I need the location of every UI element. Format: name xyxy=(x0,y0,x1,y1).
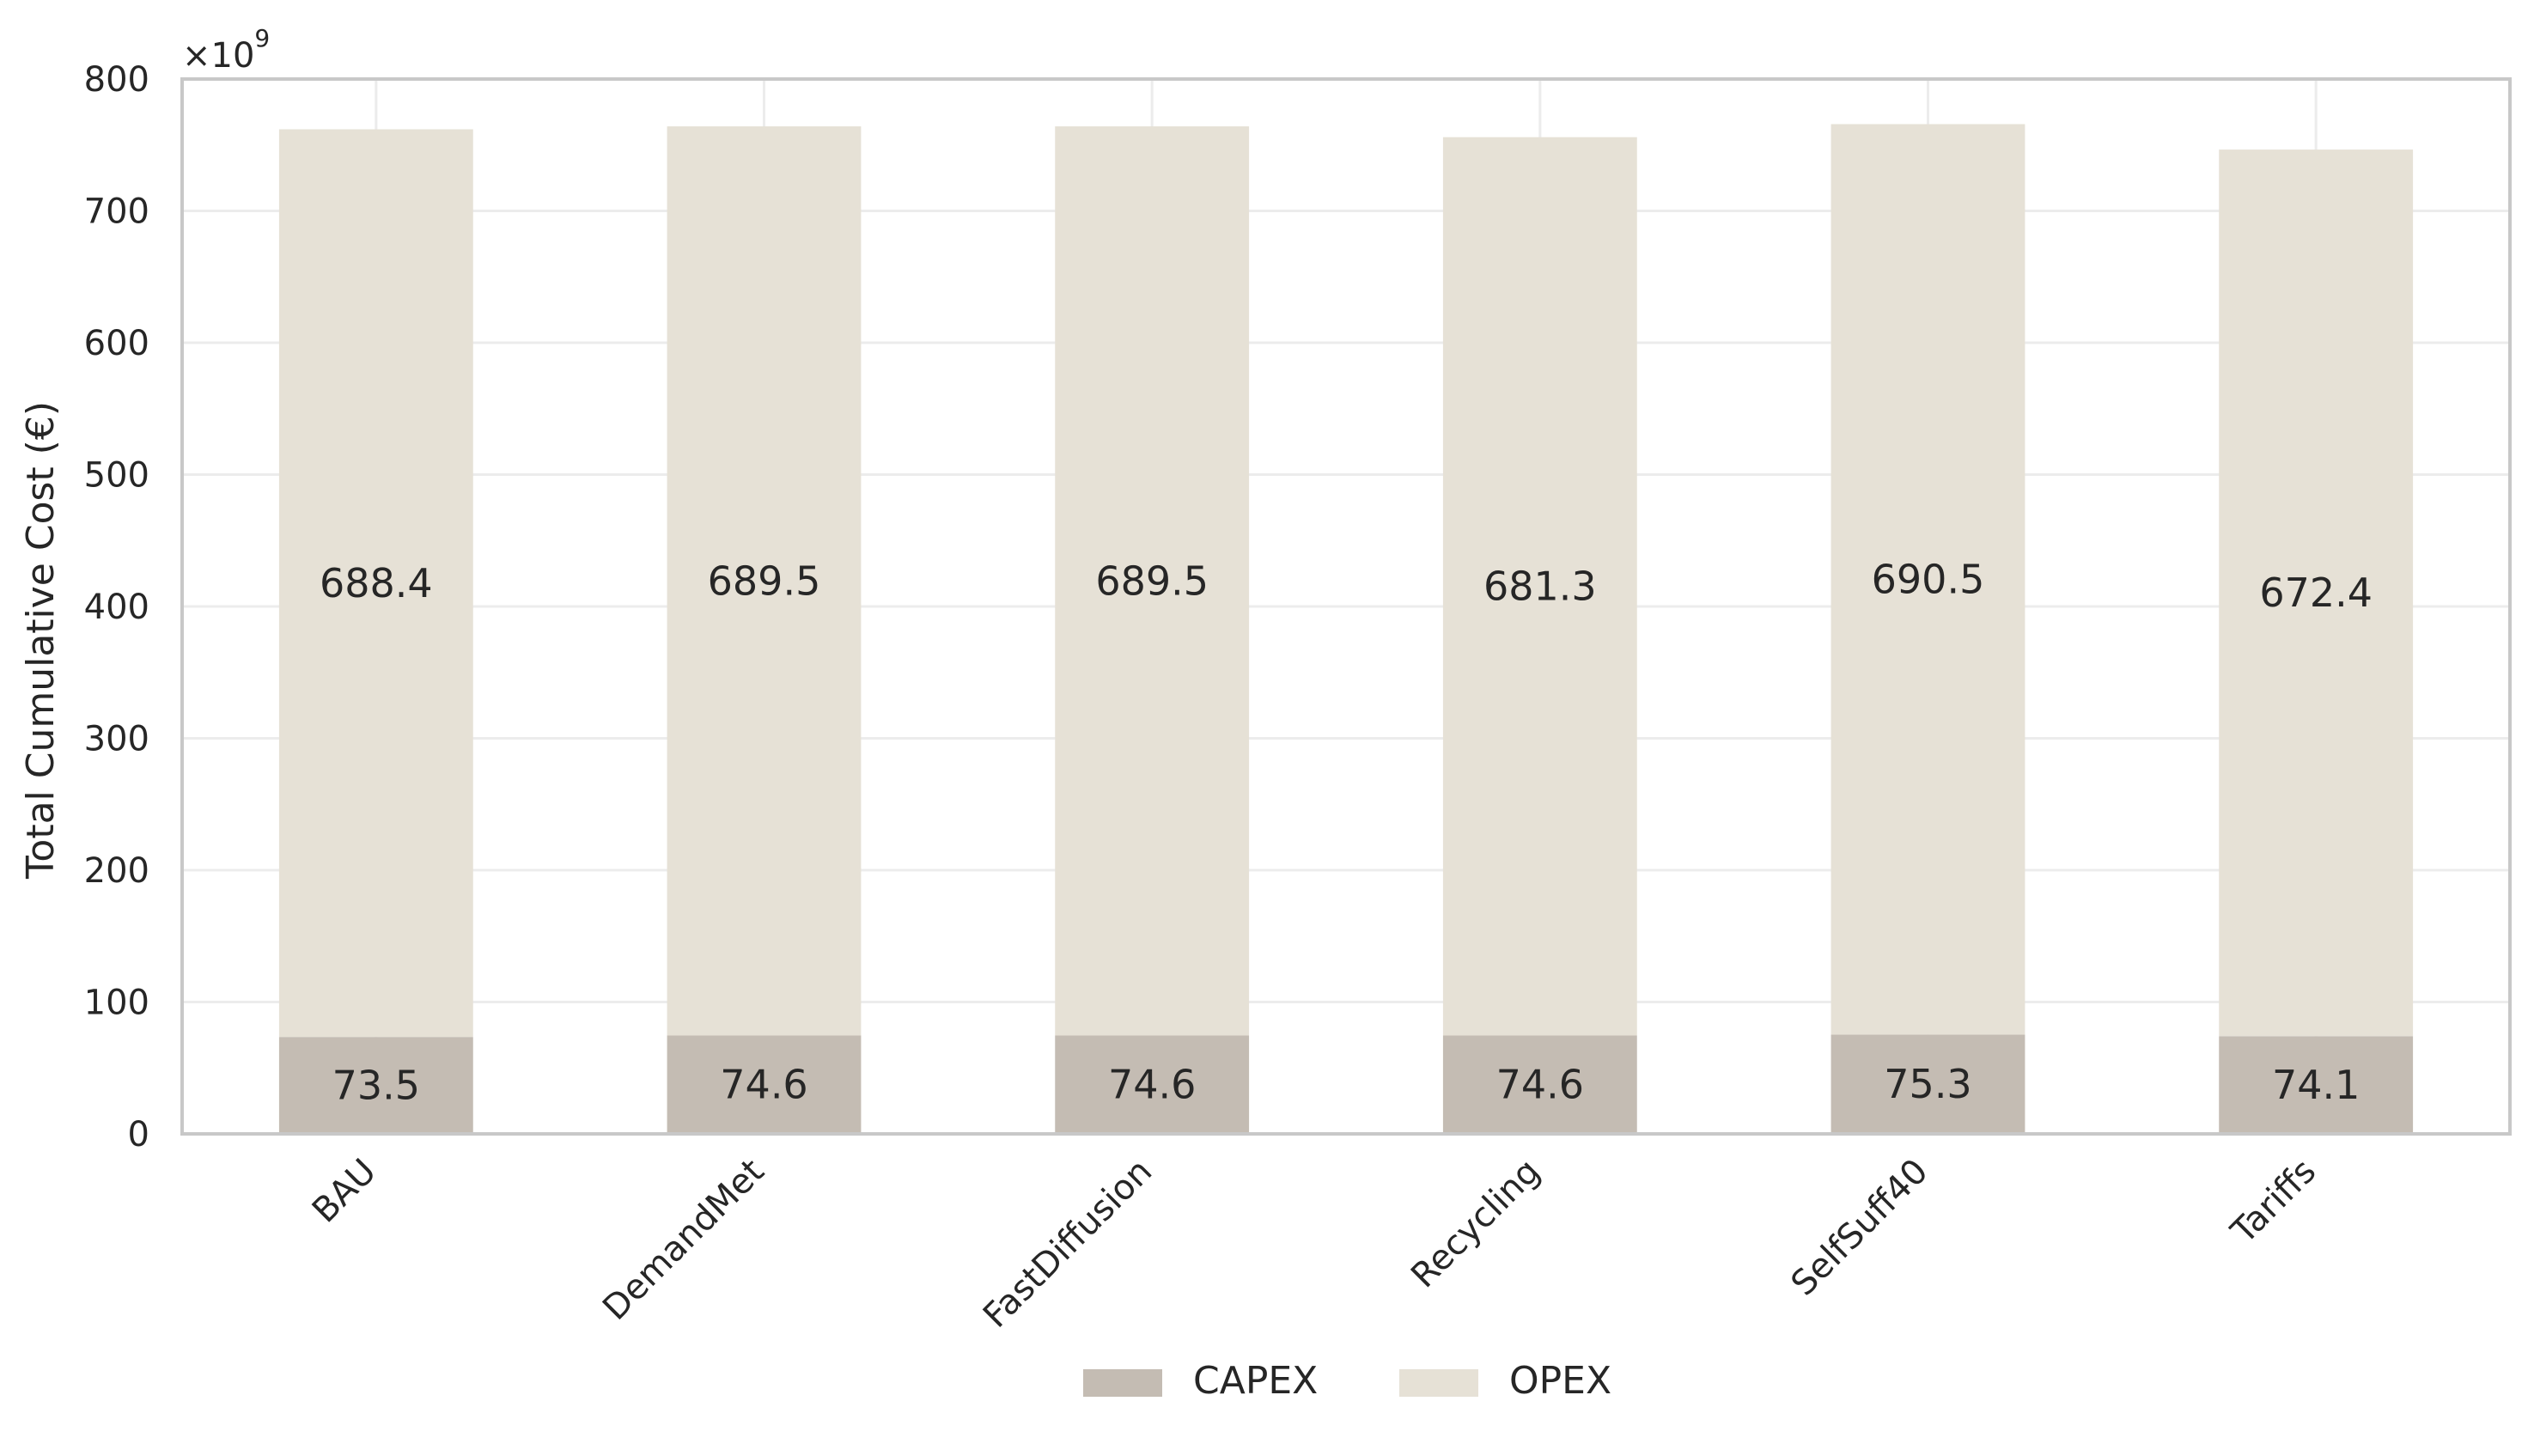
legend-label-capex: CAPEX xyxy=(1193,1359,1318,1403)
y-axis-scale-multiplier: ×109 xyxy=(182,24,270,76)
data-label-opex: 681.3 xyxy=(1483,564,1597,610)
x-tick-label: Tariffs xyxy=(2223,1152,2324,1252)
data-label-opex: 672.4 xyxy=(2259,570,2373,616)
bar-opex-bau xyxy=(278,129,473,1038)
data-label-opex: 689.5 xyxy=(1095,557,1209,604)
data-label-capex: 75.3 xyxy=(1884,1061,1971,1107)
data-label-opex: 688.4 xyxy=(320,560,433,606)
legend-swatch-capex xyxy=(1083,1369,1162,1397)
y-axis-ticks: 0 100 200 300 400 500 600 700 800 xyxy=(84,60,149,1154)
y-tick-label: 300 xyxy=(84,720,149,759)
grid-lines xyxy=(182,77,2510,1136)
y-tick-label: 400 xyxy=(84,588,149,627)
y-axis-scale-exponent: 9 xyxy=(254,24,270,52)
bar-capex-selfsuff40 xyxy=(1830,1034,2025,1134)
bar-capex-recycling xyxy=(1442,1035,1637,1134)
y-tick-label: 0 xyxy=(128,1115,149,1154)
y-tick-label: 500 xyxy=(84,456,149,496)
y-tick-label: 600 xyxy=(84,324,149,363)
data-label-capex: 74.1 xyxy=(2272,1062,2360,1108)
x-axis-ticks: BAU DemandMet FastDiffusion Recycling SelfSu… xyxy=(305,1152,2324,1336)
data-label-opex: 690.5 xyxy=(1872,556,1985,602)
data-labels: 73.5 688.4 74.6 689.5 74.6 689.5 74.6 681.3 75.3… xyxy=(320,556,2373,1108)
x-tick-label: Recycling xyxy=(1404,1152,1548,1296)
bar-capex-demandmet xyxy=(667,1035,862,1134)
legend-swatch-opex xyxy=(1399,1369,1478,1397)
legend-label-opex: OPEX xyxy=(1509,1359,1611,1403)
x-tick-label: DemandMet xyxy=(595,1152,771,1328)
y-tick-label: 200 xyxy=(84,851,149,891)
data-label-capex: 73.5 xyxy=(332,1063,420,1109)
data-label-capex: 74.6 xyxy=(720,1062,807,1108)
bar-opex-selfsuff40 xyxy=(1830,124,2025,1035)
bar-capex-tariffs xyxy=(2219,1036,2414,1134)
bar-capex-bau xyxy=(278,1037,473,1134)
y-axis-scale-base: ×10 xyxy=(182,36,254,76)
bar-opex-fastdiffusion xyxy=(1055,126,1250,1036)
data-label-opex: 689.5 xyxy=(708,557,821,604)
x-tick-label: BAU xyxy=(305,1152,384,1231)
y-tick-label: 800 xyxy=(84,60,149,100)
y-tick-label: 100 xyxy=(84,984,149,1023)
bar-opex-recycling xyxy=(1442,137,1637,1036)
bars xyxy=(278,124,2414,1134)
x-tick-label: SelfSuff40 xyxy=(1784,1152,1936,1304)
data-label-capex: 74.6 xyxy=(1108,1062,1196,1108)
y-tick-label: 700 xyxy=(84,192,149,232)
data-label-capex: 74.6 xyxy=(1496,1062,1584,1108)
x-tick-label: FastDiffusion xyxy=(976,1152,1160,1336)
y-axis-title: Total Cumulative Cost (€) xyxy=(19,401,63,880)
bar-opex-tariffs xyxy=(2219,149,2414,1037)
legend: CAPEX OPEX xyxy=(1083,1359,1611,1403)
bar-capex-fastdiffusion xyxy=(1055,1035,1250,1134)
plot-frame xyxy=(180,77,2512,1136)
bar-opex-demandmet xyxy=(667,126,862,1036)
